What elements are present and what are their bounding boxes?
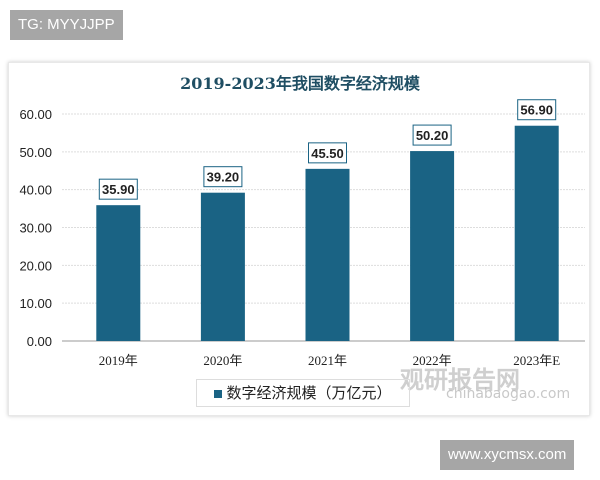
y-tick-label: 0.00 bbox=[27, 334, 52, 349]
bar bbox=[96, 205, 141, 341]
bar bbox=[200, 192, 245, 341]
x-tick-label: 2023年E bbox=[513, 353, 560, 368]
legend-label: 数字经济规模（万亿元） bbox=[226, 384, 392, 402]
bar bbox=[305, 168, 350, 341]
y-tick-label: 20.00 bbox=[19, 258, 52, 273]
top-tag: TG: MYYJJPP bbox=[10, 10, 123, 40]
legend-swatch bbox=[214, 389, 223, 398]
x-tick-label: 2022年 bbox=[413, 353, 452, 368]
data-label-box bbox=[412, 124, 452, 146]
data-label: 50.20 bbox=[416, 128, 449, 143]
chart-title: 2019-2023年我国数字经济规模 bbox=[180, 74, 420, 93]
bar bbox=[514, 125, 559, 341]
legend: 数字经济规模（万亿元） bbox=[196, 379, 410, 407]
data-label: 56.90 bbox=[520, 103, 553, 118]
x-tick-label: 2021年 bbox=[308, 353, 347, 368]
x-tick-label: 2019年 bbox=[99, 353, 138, 368]
data-label: 39.20 bbox=[207, 170, 240, 185]
y-tick-label: 10.00 bbox=[19, 296, 52, 311]
y-tick-label: 40.00 bbox=[19, 183, 52, 198]
bottom-tag: www.xycmsx.com bbox=[440, 440, 575, 470]
watermark-sub: chinabaogao.com bbox=[446, 386, 571, 402]
y-tick-label: 60.00 bbox=[19, 107, 52, 122]
x-tick-label: 2020年 bbox=[203, 353, 242, 368]
y-tick-label: 30.00 bbox=[19, 221, 52, 236]
data-label-box bbox=[517, 99, 557, 121]
y-tick-label: 50.00 bbox=[19, 145, 52, 160]
data-label: 45.50 bbox=[311, 146, 344, 161]
bar bbox=[410, 151, 455, 341]
data-label-box bbox=[308, 142, 347, 164]
data-label: 35.90 bbox=[102, 182, 135, 197]
data-label-box bbox=[203, 166, 243, 188]
data-label-box bbox=[98, 178, 138, 200]
watermark-logo: 观研报告网 bbox=[400, 366, 520, 394]
